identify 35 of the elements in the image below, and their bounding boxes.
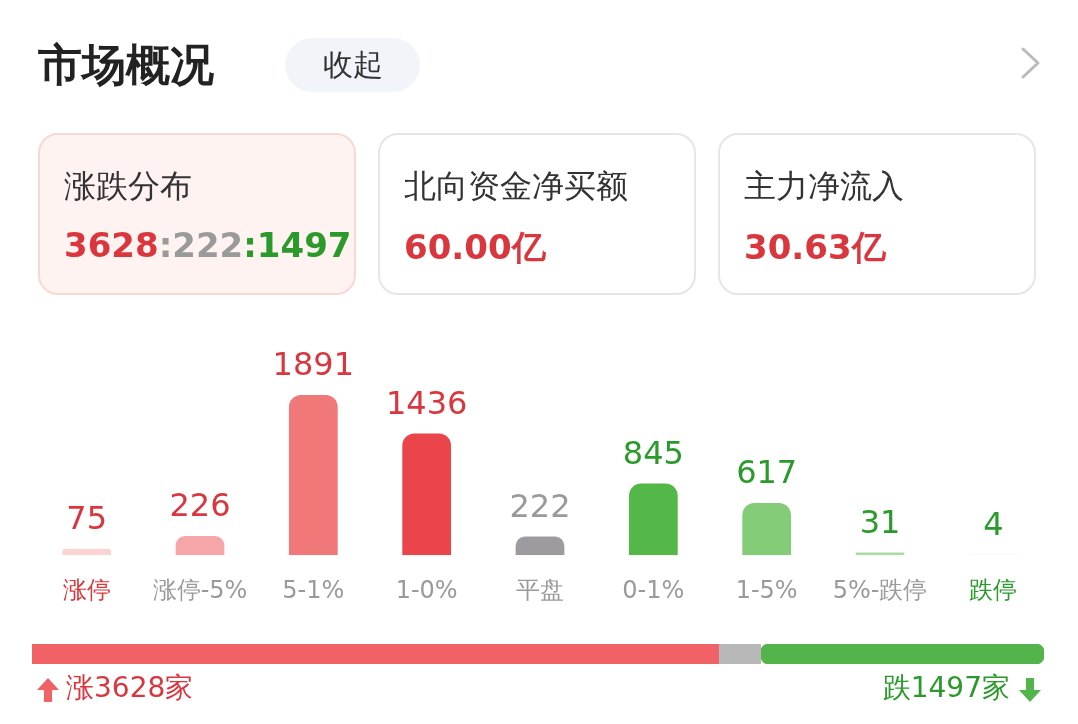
bar: [515, 536, 565, 556]
text: 60.00亿: [404, 227, 546, 267]
bar: [742, 502, 792, 556]
bar: [402, 433, 452, 556]
x-tick-label: 涨停: [62, 575, 111, 604]
data-label: 跌1497家: [882, 671, 1010, 705]
data-label: 4: [983, 505, 1004, 544]
data-label: 1891: [272, 345, 355, 384]
bar: [288, 395, 338, 556]
x-tick-label: 5-1%: [282, 575, 345, 604]
text: 3628:222:1497: [64, 225, 352, 265]
x-tick-label: 跌停: [969, 575, 1018, 604]
x-tick-label: 1-0%: [395, 575, 458, 604]
text: 北向资金净买额: [404, 166, 628, 207]
data-label: 31: [859, 502, 901, 541]
data-label: 涨3628家: [66, 671, 194, 705]
bar: [175, 536, 225, 556]
bar: [62, 548, 112, 556]
text: 收起: [285, 38, 420, 92]
text: 涨跌分布: [64, 166, 192, 207]
text: 主力净流入: [744, 166, 904, 207]
x-tick-label: 1-5%: [735, 575, 798, 604]
data-label: 617: [736, 453, 798, 492]
data-label: 222: [509, 486, 571, 525]
x-tick-label: 0-1%: [622, 575, 685, 604]
data-label: 845: [622, 433, 684, 472]
x-tick-label: 平盘: [516, 575, 564, 604]
data-label: 1436: [385, 383, 468, 422]
text: 30.63亿: [744, 227, 886, 267]
x-tick-label: 5%-跌停: [832, 575, 928, 604]
data-label: 226: [169, 486, 231, 525]
text: 市场概况: [38, 38, 214, 92]
data-label: 75: [66, 499, 108, 538]
x-tick-label: 涨停-5%: [152, 575, 248, 604]
bar: [628, 483, 678, 556]
